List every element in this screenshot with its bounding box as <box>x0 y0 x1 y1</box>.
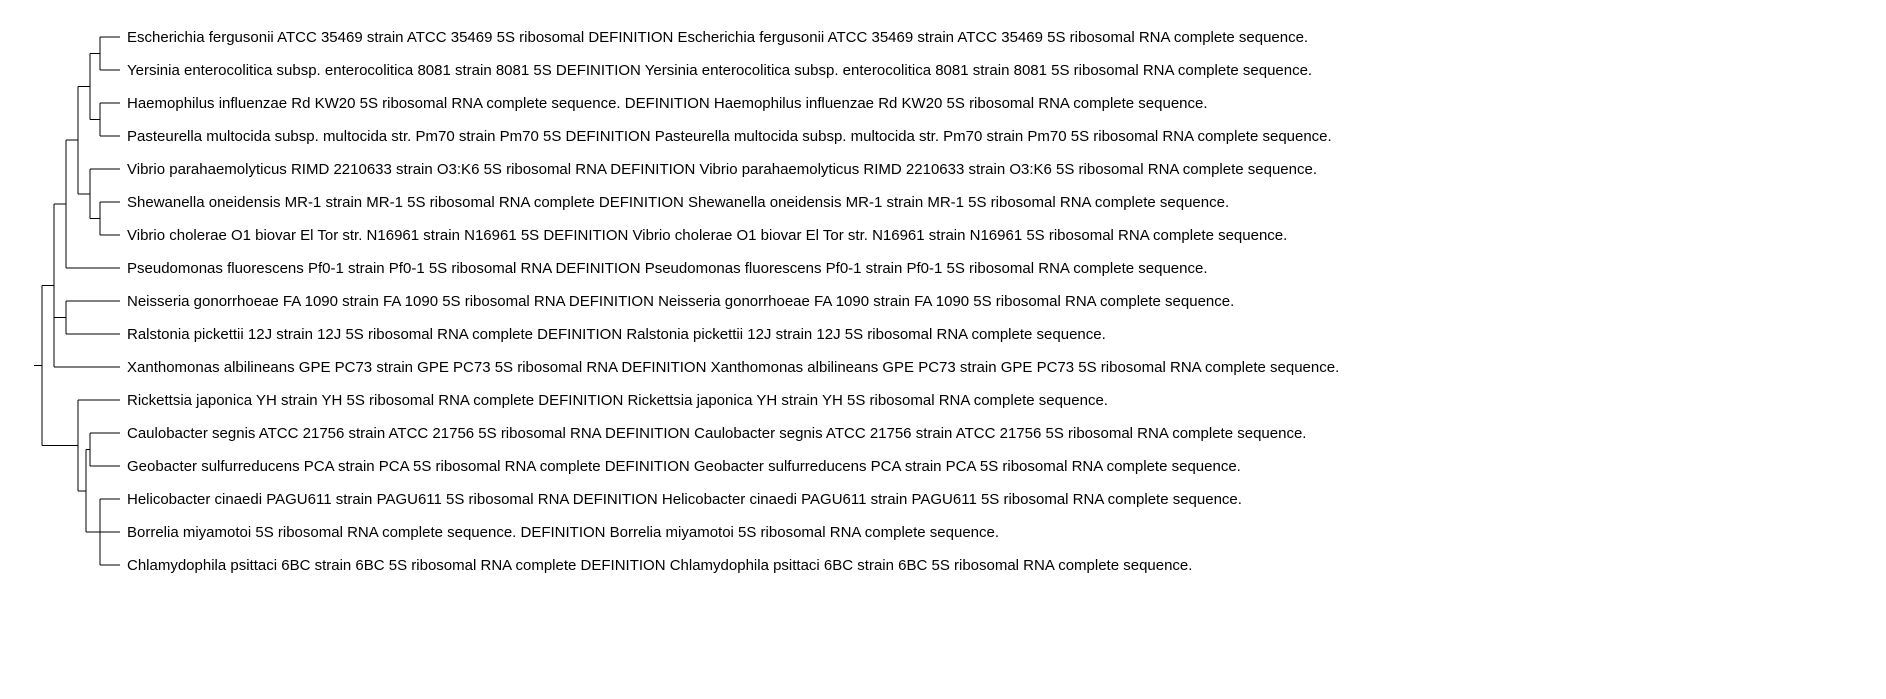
leaf-label: Haemophilus influenzae Rd KW20 5S riboso… <box>127 95 1208 112</box>
leaf-label: Pasteurella multocida subsp. multocida s… <box>127 128 1332 145</box>
leaf-label: Caulobacter segnis ATCC 21756 strain ATC… <box>127 425 1306 442</box>
leaf-label: Rickettsia japonica YH strain YH 5S ribo… <box>127 392 1108 409</box>
leaf-label: Pseudomonas fluorescens Pf0-1 strain Pf0… <box>127 260 1208 277</box>
leaf-label: Xanthomonas albilineans GPE PC73 strain … <box>127 359 1339 376</box>
leaf-label: Vibrio parahaemolyticus RIMD 2210633 str… <box>127 161 1317 178</box>
leaf-label: Ralstonia pickettii 12J strain 12J 5S ri… <box>127 326 1106 343</box>
leaf-label: Vibrio cholerae O1 biovar El Tor str. N1… <box>127 227 1287 244</box>
leaf-label: Helicobacter cinaedi PAGU611 strain PAGU… <box>127 491 1242 508</box>
tree-edges <box>34 37 120 565</box>
leaf-label: Chlamydophila psittaci 6BC strain 6BC 5S… <box>127 557 1192 574</box>
leaf-labels: Escherichia fergusonii ATCC 35469 strain… <box>127 29 1339 574</box>
leaf-label: Shewanella oneidensis MR-1 strain MR-1 5… <box>127 194 1229 211</box>
leaf-label: Yersinia enterocolitica subsp. enterocol… <box>127 62 1312 79</box>
leaf-label: Geobacter sulfurreducens PCA strain PCA … <box>127 458 1241 475</box>
leaf-label: Neisseria gonorrhoeae FA 1090 strain FA … <box>127 293 1234 310</box>
leaf-label: Escherichia fergusonii ATCC 35469 strain… <box>127 29 1308 46</box>
leaf-label: Borrelia miyamotoi 5S ribosomal RNA comp… <box>127 524 999 541</box>
